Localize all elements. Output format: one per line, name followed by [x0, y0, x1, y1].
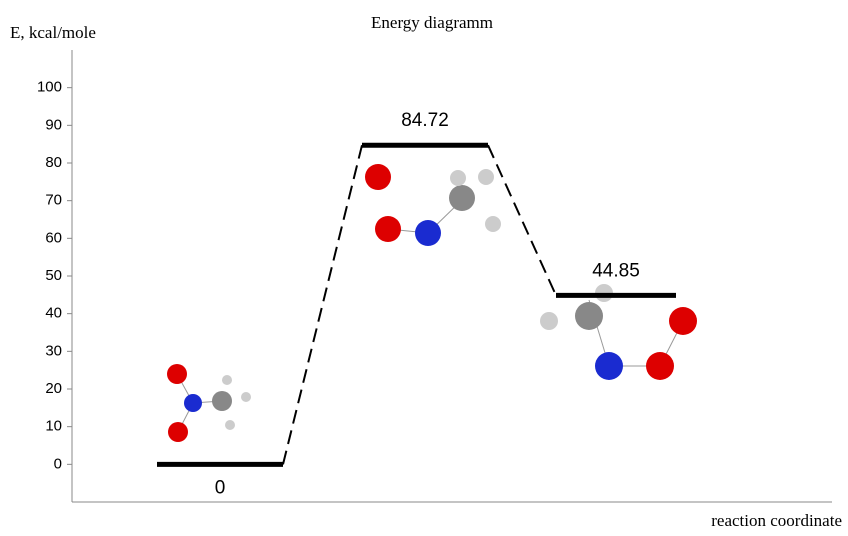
y-tick-label: 70 — [45, 192, 62, 209]
y-tick-label: 20 — [45, 380, 62, 397]
y-tick-label: 80 — [45, 154, 62, 171]
x-axis-label: reaction coordinate — [711, 511, 842, 530]
y-tick-label: 90 — [45, 116, 62, 133]
y-tick-label: 10 — [45, 418, 62, 435]
y-axis-label: E, kcal/mole — [10, 23, 96, 42]
chart-title: Energy diagramm — [371, 13, 493, 32]
value-label: 0 — [215, 477, 226, 498]
y-tick-label: 100 — [37, 79, 62, 96]
value-label: 44.85 — [592, 260, 640, 281]
y-tick-label: 0 — [54, 455, 62, 472]
chart: E, kcal/mole Energy diagramm reaction co… — [0, 0, 848, 536]
molecule-product — [540, 284, 697, 380]
y-tick-label: 40 — [45, 305, 62, 322]
y-tick-label: 60 — [45, 229, 62, 246]
molecule-reactant — [167, 364, 251, 442]
connector — [283, 145, 362, 464]
y-tick-label: 30 — [45, 342, 62, 359]
molecule-transition — [365, 164, 501, 246]
y-tick-label: 50 — [45, 267, 62, 284]
value-label: 84.72 — [401, 110, 449, 131]
